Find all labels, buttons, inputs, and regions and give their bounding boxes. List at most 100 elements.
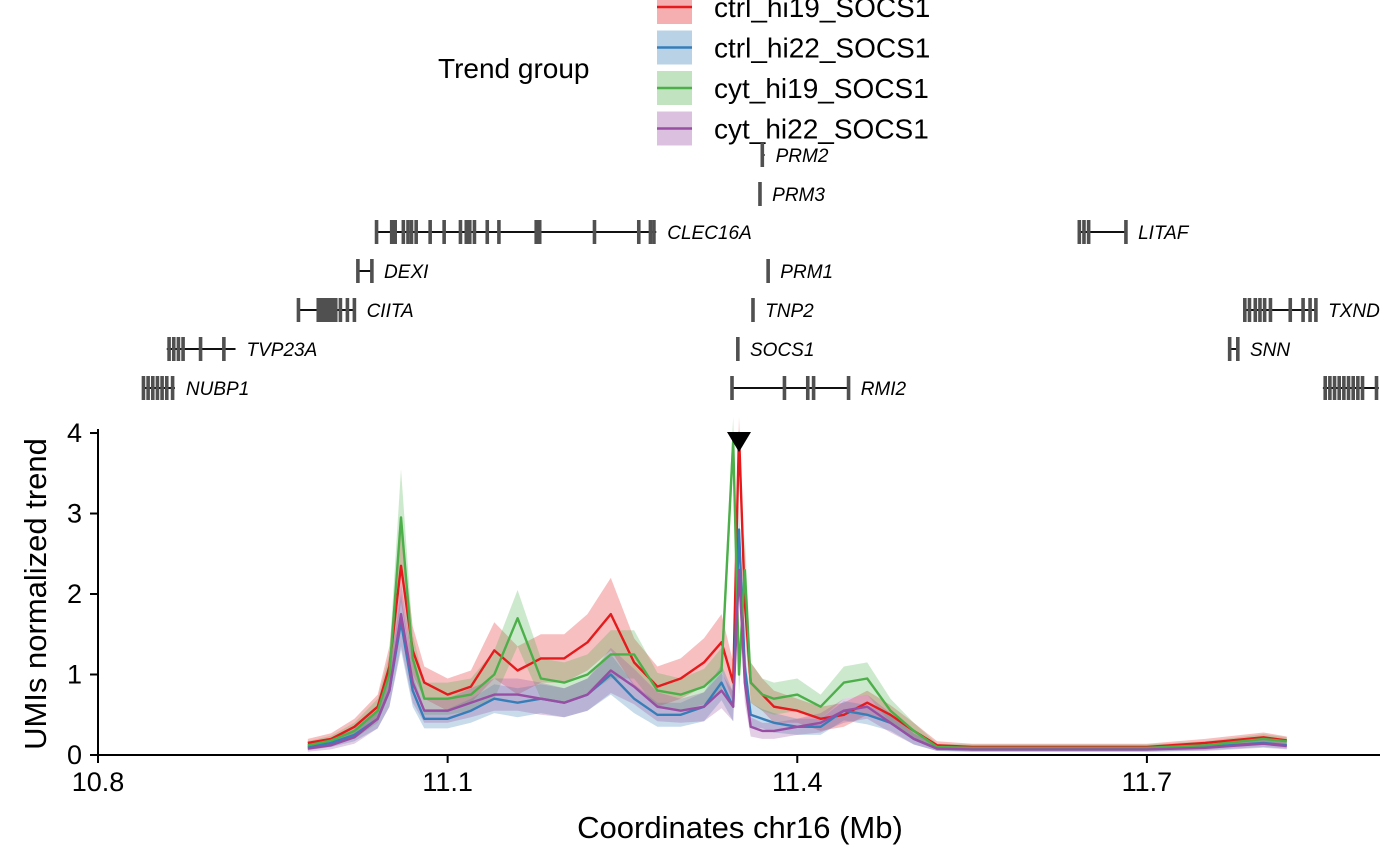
- gene-clec16a: CLEC16A: [374, 220, 752, 244]
- exon-mark: [1351, 376, 1355, 400]
- exon-mark: [370, 259, 374, 283]
- legend-label: cyt_hi19_SOCS1: [714, 73, 929, 104]
- legend: Trend group ctrl_hi19_SOCS1 ctrl_hi22_SOC…: [438, 0, 930, 146]
- axes: 10.8 11.1 11.4 11.7 0 1 2 3 4 Coordinates chr16…: [18, 418, 1380, 845]
- gene-label: LITAF: [1138, 223, 1190, 244]
- gene-snn: SNN: [1227, 337, 1290, 361]
- exon-mark: [155, 376, 160, 400]
- exon-mark: [181, 337, 185, 361]
- x-axis-title: Coordinates chr16 (Mb): [577, 810, 903, 845]
- exon-mark: [736, 337, 740, 361]
- exon-mark: [316, 298, 321, 322]
- plot-area: [307, 416, 1287, 752]
- gene-label: NUBP1: [186, 379, 249, 400]
- exon-mark: [497, 220, 501, 244]
- exon-mark: [1082, 220, 1086, 244]
- gene-label: DEXI: [384, 262, 429, 283]
- gene-prm3: PRM3: [758, 182, 825, 206]
- exon-mark: [170, 376, 175, 400]
- exon-mark: [352, 298, 357, 322]
- legend-label: ctrl_hi19_SOCS1: [714, 0, 930, 23]
- exon-mark: [1337, 376, 1342, 400]
- exon-mark: [1328, 376, 1332, 400]
- exon-mark: [1227, 337, 1232, 361]
- gene-tvp23a: TVP23A: [166, 337, 317, 361]
- exon-mark: [222, 337, 226, 361]
- gene-dexi: DEXI: [356, 259, 429, 283]
- exon-mark: [1301, 298, 1305, 322]
- gene-rmi2: RMI2: [730, 376, 907, 400]
- exon-mark: [1323, 376, 1328, 400]
- gene-prm2: PRM2: [760, 143, 829, 167]
- exon-mark: [414, 220, 418, 244]
- gene-label: TNP2: [765, 301, 814, 322]
- legend-label: ctrl_hi22_SOCS1: [714, 33, 930, 64]
- x-tick-label: 11.4: [772, 767, 823, 797]
- gene-label: TXND: [1328, 301, 1380, 322]
- legend-swatch: [657, 0, 692, 24]
- exon-mark: [1086, 220, 1091, 244]
- exon-mark: [760, 143, 765, 167]
- exon-mark: [811, 376, 816, 400]
- exon-mark: [330, 298, 335, 322]
- exon-mark: [636, 220, 641, 244]
- exon-mark: [442, 220, 446, 244]
- exon-mark: [1262, 298, 1267, 322]
- exon-mark: [389, 220, 394, 244]
- gene-nubp1: NUBP1: [141, 376, 249, 400]
- exon-mark: [198, 337, 203, 361]
- gene-label: PRM3: [772, 185, 825, 206]
- gene-label: CLEC16A: [667, 223, 752, 244]
- y-axis-title: UMIs normalized trend: [18, 438, 53, 750]
- gene-litaf: LITAF: [1077, 220, 1190, 244]
- legend-label: cyt_hi22_SOCS1: [714, 114, 929, 145]
- exon-mark: [782, 376, 787, 400]
- exon-mark: [648, 220, 653, 244]
- exon-mark: [1356, 376, 1360, 400]
- exon-mark: [652, 220, 656, 244]
- exon-mark: [428, 220, 432, 244]
- exon-mark: [1077, 220, 1082, 244]
- exon-mark: [374, 220, 379, 244]
- exon-mark: [141, 376, 146, 400]
- exon-mark: [805, 376, 810, 400]
- exon-mark: [167, 337, 171, 361]
- exon-mark: [1268, 298, 1273, 322]
- exon-mark: [758, 182, 762, 206]
- y-tick-label: 2: [67, 579, 82, 609]
- exon-mark: [409, 220, 414, 244]
- series-line: [307, 568, 1287, 751]
- gene-unlabeled: [1322, 376, 1379, 400]
- exon-mark: [171, 337, 176, 361]
- exon-mark: [146, 376, 150, 400]
- gene-socs1: SOCS1: [736, 337, 814, 361]
- gene-tnp2: TNP2: [751, 298, 814, 322]
- x-tick-label: 11.7: [1122, 767, 1173, 797]
- exon-mark: [1346, 376, 1351, 400]
- legend-title: Trend group: [438, 53, 590, 84]
- exon-mark: [356, 259, 360, 283]
- gene-ciita: CIITA: [296, 298, 414, 322]
- exon-mark: [458, 220, 463, 244]
- gene-txnd: TXND: [1243, 298, 1380, 322]
- exon-mark: [485, 220, 490, 244]
- exon-mark: [730, 376, 734, 400]
- y-tick-label: 4: [67, 418, 82, 448]
- y-tick-label: 3: [67, 499, 82, 529]
- exon-mark: [1308, 298, 1312, 322]
- y-tick-label: 1: [67, 660, 82, 690]
- exon-mark: [323, 298, 328, 322]
- gene-track: NUBP1 TVP23A CIITA DEXI CLEC16A SOCS1 TNP2 PRM1…: [141, 143, 1380, 400]
- x-tick-label: 10.8: [72, 767, 125, 797]
- exon-mark: [1258, 298, 1262, 322]
- exon-mark: [319, 298, 324, 322]
- exon-mark: [401, 220, 406, 244]
- exon-mark: [464, 220, 469, 244]
- exon-mark: [176, 337, 181, 361]
- exon-mark: [846, 376, 851, 400]
- exon-mark: [1288, 298, 1293, 322]
- exon-mark: [467, 220, 472, 244]
- series-line: [307, 431, 1287, 749]
- exon-mark: [1314, 298, 1318, 322]
